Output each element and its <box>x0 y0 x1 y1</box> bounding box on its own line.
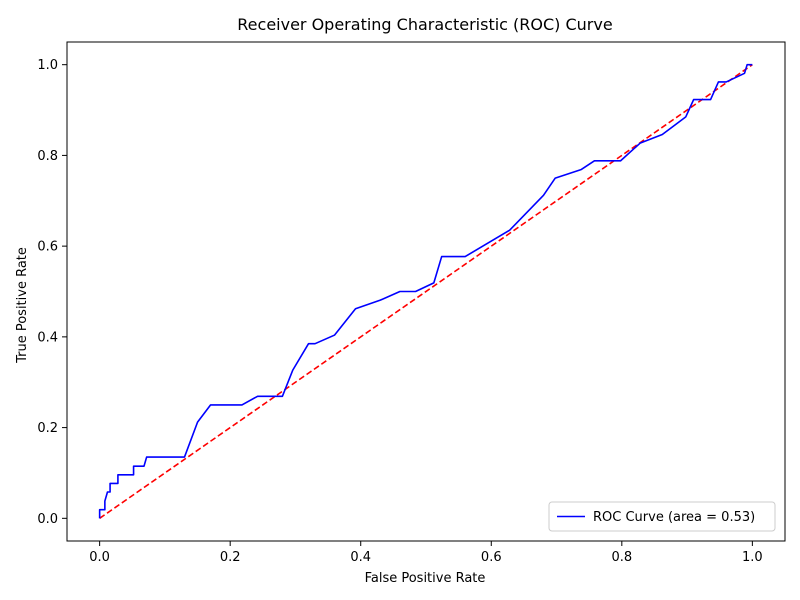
series-layer <box>98 63 753 519</box>
chance-diagonal-line <box>99 64 753 519</box>
y-tick-label: 1.0 <box>37 58 58 73</box>
x-tick-label: 0.4 <box>350 550 371 565</box>
x-tick-label: 0.6 <box>481 550 502 565</box>
x-tick-label: 0.0 <box>89 550 110 565</box>
y-tick-label: 0.6 <box>37 240 58 255</box>
roc-curve-line <box>98 63 753 519</box>
legend: ROC Curve (area = 0.53) <box>548 501 776 532</box>
y-tick-label: 0.0 <box>37 512 58 527</box>
y-tick-label: 0.8 <box>37 149 58 164</box>
y-tick-label: 0.4 <box>37 330 58 345</box>
plot-area <box>66 41 786 542</box>
legend-box <box>548 501 776 532</box>
y-axis-label: True Positive Rate <box>15 247 30 364</box>
chart-title: Receiver Operating Characteristic (ROC) … <box>237 15 612 34</box>
x-tick-label: 0.8 <box>611 550 632 565</box>
x-axis-label: False Positive Rate <box>365 571 486 586</box>
y-tick-label: 0.2 <box>37 421 58 436</box>
x-tick-label: 0.2 <box>220 550 241 565</box>
x-axis: 0.0 0.2 0.4 0.6 0.8 1.0 <box>89 541 763 565</box>
y-axis: 0.0 0.2 0.4 0.6 0.8 1.0 <box>37 58 67 527</box>
legend-label-roc: ROC Curve (area = 0.53) <box>593 510 755 525</box>
x-tick-label: 1.0 <box>742 550 763 565</box>
